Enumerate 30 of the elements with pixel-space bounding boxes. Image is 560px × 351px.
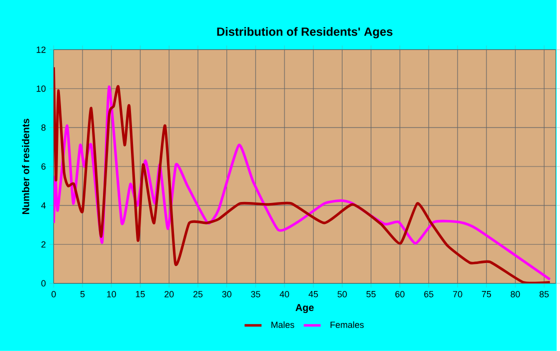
- x-tick-label: 5: [80, 291, 85, 298]
- y-tick-label: 10: [36, 86, 46, 92]
- x-tick-label: 35: [251, 291, 260, 298]
- x-tick-label: 60: [395, 291, 404, 298]
- y-tick-label: 6: [41, 163, 46, 170]
- x-tick-label: 10: [107, 291, 116, 298]
- x-tick-label: 75: [482, 291, 492, 298]
- x-tick-label: 55: [366, 291, 376, 298]
- x-tick-label: 40: [280, 291, 290, 298]
- legend-label: Females: [330, 321, 364, 328]
- x-axis-title: Age: [296, 304, 314, 314]
- y-tick-label: 8: [41, 124, 46, 131]
- x-tick-label: 25: [193, 291, 203, 298]
- y-tick-label: 4: [41, 202, 46, 209]
- y-tick-label: 12: [36, 46, 46, 53]
- y-tick-label: 0: [41, 280, 46, 287]
- legend-label: Males: [271, 321, 294, 328]
- x-tick-label: 80: [510, 291, 520, 298]
- x-tick-label: 65: [424, 291, 434, 298]
- chart-title: Distribution of Residents' Ages: [217, 27, 392, 38]
- x-tick-label: 70: [453, 291, 462, 298]
- x-tick-label: 50: [338, 291, 347, 298]
- x-tick-label: 45: [308, 291, 318, 298]
- x-tick-label: 85: [540, 291, 549, 298]
- y-axis-title: Number of residents: [22, 118, 30, 214]
- x-tick-label: 15: [136, 291, 145, 298]
- y-tick-label: 2: [41, 241, 46, 248]
- x-tick-label: 20: [164, 291, 174, 298]
- x-tick-label: 30: [222, 291, 232, 298]
- x-tick-label: 0: [52, 291, 56, 298]
